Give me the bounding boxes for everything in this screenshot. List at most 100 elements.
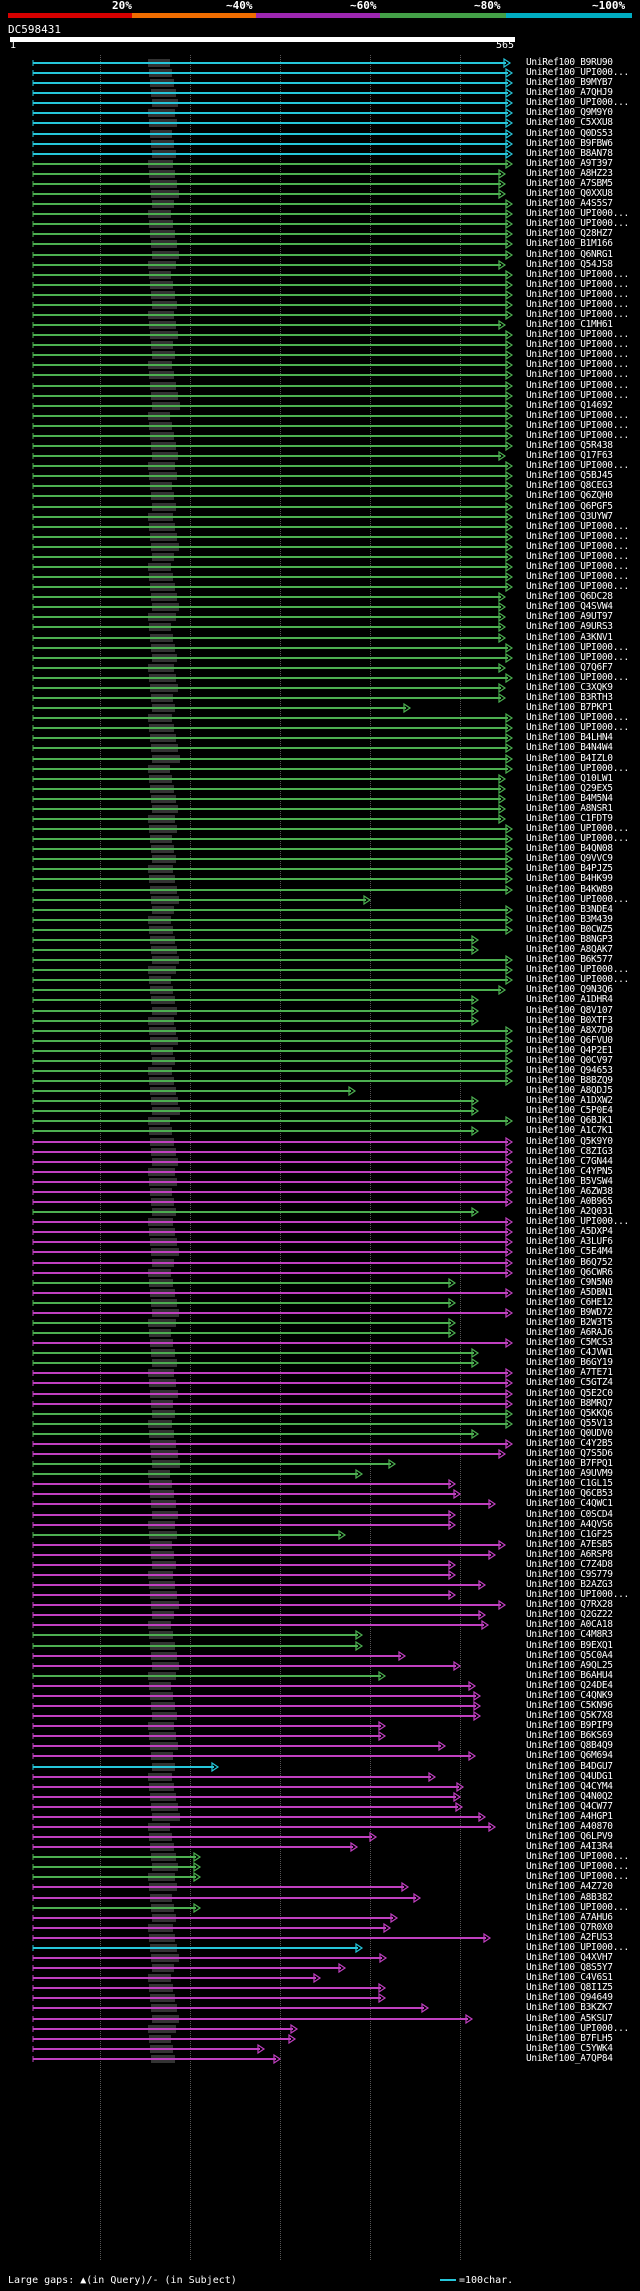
hit-name-link[interactable]: UniRef100_B3M439	[526, 914, 613, 925]
hit-name-link[interactable]: UniRef100_UPI000...	[526, 218, 629, 229]
hit-name-link[interactable]: UniRef100_A40870	[526, 1821, 613, 1832]
hit-name-link[interactable]: UniRef100_C4V6S1	[526, 1972, 613, 1983]
hit-name-link[interactable]: UniRef100_C5P0E4	[526, 1105, 613, 1116]
hit-name-link[interactable]: UniRef100_C1GF25	[526, 1529, 613, 1540]
hit-name-link[interactable]: UniRef100_UPI000...	[526, 410, 629, 421]
hit-name-link[interactable]: UniRef100_B9EXQ1	[526, 1640, 613, 1651]
hit-name-link[interactable]: UniRef100_UPI000...	[526, 531, 629, 542]
hit-name-link[interactable]: UniRef100_C3XQK9	[526, 682, 613, 693]
hit-name-link[interactable]: UniRef100_UPI000...	[526, 339, 629, 350]
hit-name-link[interactable]: UniRef100_Q8I1Z5	[526, 1982, 613, 1993]
hit-name-link[interactable]: UniRef100_Q6LPV9	[526, 1831, 613, 1842]
hit-name-link[interactable]: UniRef100_Q4N0Q2	[526, 1791, 613, 1802]
hit-name-link[interactable]: UniRef100_B9RU90	[526, 57, 613, 68]
hit-name-link[interactable]: UniRef100_Q6BJK1	[526, 1115, 613, 1126]
hit-name-link[interactable]: UniRef100_C4QWC1	[526, 1498, 613, 1509]
hit-name-link[interactable]: UniRef100_UPI000...	[526, 1942, 629, 1953]
hit-name-link[interactable]: UniRef100_Q6M694	[526, 1750, 613, 1761]
hit-name-link[interactable]: UniRef100_UPI000...	[526, 2023, 629, 2034]
hit-name-link[interactable]: UniRef100_Q5E2C0	[526, 1388, 613, 1399]
hit-name-link[interactable]: UniRef100_C4JVW1	[526, 1347, 613, 1358]
hit-name-link[interactable]: UniRef100_Q8S5Y7	[526, 1962, 613, 1973]
hit-name-link[interactable]: UniRef100_B4M5N4	[526, 793, 613, 804]
hit-name-link[interactable]: UniRef100_B9WD72	[526, 1307, 613, 1318]
hit-name-link[interactable]: UniRef100_B8BZQ9	[526, 1075, 613, 1086]
hit-name-link[interactable]: UniRef100_UPI000...	[526, 642, 629, 653]
hit-name-link[interactable]: UniRef100_B4DGU7	[526, 1761, 613, 1772]
hit-name-link[interactable]: UniRef100_A8B382	[526, 1892, 613, 1903]
hit-name-link[interactable]: UniRef100_UPI000...	[526, 521, 629, 532]
hit-name-link[interactable]: UniRef100_C4Y2B5	[526, 1438, 613, 1449]
hit-name-link[interactable]: UniRef100_A5KSU7	[526, 2013, 613, 2024]
hit-name-link[interactable]: UniRef100_Q4XVH7	[526, 1952, 613, 1963]
hit-name-link[interactable]: UniRef100_UPI000...	[526, 369, 629, 380]
hit-name-link[interactable]: UniRef100_A3KNV1	[526, 632, 613, 643]
hit-name-link[interactable]: UniRef100_Q6DC28	[526, 591, 613, 602]
hit-name-link[interactable]: UniRef100_B0XTF3	[526, 1015, 613, 1026]
hit-name-link[interactable]: UniRef100_C5XXU8	[526, 117, 613, 128]
hit-name-link[interactable]: UniRef100_A8NSR1	[526, 803, 613, 814]
hit-name-link[interactable]: UniRef100_C1FDT9	[526, 813, 613, 824]
hit-name-link[interactable]: UniRef100_B4PJZ5	[526, 863, 613, 874]
hit-name-link[interactable]: UniRef100_C5MCS3	[526, 1337, 613, 1348]
hit-name-link[interactable]: UniRef100_Q29EX5	[526, 783, 613, 794]
hit-name-link[interactable]: UniRef100_Q6PGF5	[526, 501, 613, 512]
hit-name-link[interactable]: UniRef100_B6KS69	[526, 1730, 613, 1741]
hit-name-link[interactable]: UniRef100_Q7RX28	[526, 1599, 613, 1610]
hit-name-link[interactable]: UniRef100_A8HZ23	[526, 168, 613, 179]
query-name[interactable]: DC598431	[8, 23, 61, 36]
hit-name-link[interactable]: UniRef100_B2AZG3	[526, 1579, 613, 1590]
hit-name-link[interactable]: UniRef100_UPI000...	[526, 964, 629, 975]
hit-name-link[interactable]: UniRef100_A1DHR4	[526, 994, 613, 1005]
hit-name-link[interactable]: UniRef100_C9N5N0	[526, 1277, 613, 1288]
hit-name-link[interactable]: UniRef100_Q5C0A4	[526, 1650, 613, 1661]
hit-name-link[interactable]: UniRef100_A2FUS3	[526, 1932, 613, 1943]
hit-name-link[interactable]: UniRef100_Q6NRG1	[526, 249, 613, 260]
hit-name-link[interactable]: UniRef100_A9QL25	[526, 1660, 613, 1671]
hit-name-link[interactable]: UniRef100_UPI000...	[526, 894, 629, 905]
hit-name-link[interactable]: UniRef100_B4IZL0	[526, 753, 613, 764]
hit-name-link[interactable]: UniRef100_Q4UDG1	[526, 1771, 613, 1782]
hit-name-link[interactable]: UniRef100_UPI000...	[526, 460, 629, 471]
hit-name-link[interactable]: UniRef100_A7TE71	[526, 1367, 613, 1378]
hit-name-link[interactable]: UniRef100_C5GTZ4	[526, 1377, 613, 1388]
hit-name-link[interactable]: UniRef100_UPI000...	[526, 672, 629, 683]
hit-name-link[interactable]: UniRef100_UPI000...	[526, 289, 629, 300]
hit-name-link[interactable]: UniRef100_UPI000...	[526, 309, 629, 320]
hit-name-link[interactable]: UniRef100_B4KW89	[526, 884, 613, 895]
hit-name-link[interactable]: UniRef100_C7GN44	[526, 1156, 613, 1167]
hit-name-link[interactable]: UniRef100_Q5KKQ6	[526, 1408, 613, 1419]
hit-name-link[interactable]: UniRef100_A8QAK7	[526, 944, 613, 955]
hit-name-link[interactable]: UniRef100_C5E4M4	[526, 1246, 613, 1257]
hit-name-link[interactable]: UniRef100_B2W3T5	[526, 1317, 613, 1328]
hit-name-link[interactable]: UniRef100_Q4CYM4	[526, 1781, 613, 1792]
hit-name-link[interactable]: UniRef100_A6RAJ6	[526, 1327, 613, 1338]
hit-name-link[interactable]: UniRef100_B6Q752	[526, 1257, 613, 1268]
hit-name-link[interactable]: UniRef100_UPI000...	[526, 349, 629, 360]
hit-name-link[interactable]: UniRef100_Q6FVU0	[526, 1035, 613, 1046]
hit-name-link[interactable]: UniRef100_UPI000...	[526, 763, 629, 774]
hit-name-link[interactable]: UniRef100_A8QDJ5	[526, 1085, 613, 1096]
hit-name-link[interactable]: UniRef100_B9PIP9	[526, 1720, 613, 1731]
hit-name-link[interactable]: UniRef100_Q6ZQH0	[526, 490, 613, 501]
hit-name-link[interactable]: UniRef100_UPI000...	[526, 581, 629, 592]
hit-name-link[interactable]: UniRef100_Q0CV97	[526, 1055, 613, 1066]
hit-name-link[interactable]: UniRef100_A6ZW38	[526, 1186, 613, 1197]
hit-name-link[interactable]: UniRef100_Q8V107	[526, 1005, 613, 1016]
hit-name-link[interactable]: UniRef100_A7QHJ9	[526, 87, 613, 98]
hit-name-link[interactable]: UniRef100_Q0DS53	[526, 128, 613, 139]
hit-name-link[interactable]: UniRef100_UPI000...	[526, 652, 629, 663]
hit-name-link[interactable]: UniRef100_C7Z4D8	[526, 1559, 613, 1570]
hit-name-link[interactable]: UniRef100_UPI000...	[526, 712, 629, 723]
hit-name-link[interactable]: UniRef100_UPI000...	[526, 380, 629, 391]
hit-name-link[interactable]: UniRef100_A9URS3	[526, 621, 613, 632]
hit-name-link[interactable]: UniRef100_B7FPQ1	[526, 1458, 613, 1469]
hit-name-link[interactable]: UniRef100_A5DBN1	[526, 1287, 613, 1298]
hit-name-link[interactable]: UniRef100_C4YPN5	[526, 1166, 613, 1177]
hit-name-link[interactable]: UniRef100_B0CWZ5	[526, 924, 613, 935]
hit-name-link[interactable]: UniRef100_Q28HZ7	[526, 228, 613, 239]
hit-name-link[interactable]: UniRef100_UPI000...	[526, 430, 629, 441]
hit-name-link[interactable]: UniRef100_B4N4W4	[526, 742, 613, 753]
hit-name-link[interactable]: UniRef100_A0CA18	[526, 1619, 613, 1630]
hit-name-link[interactable]: UniRef100_A4I3R4	[526, 1841, 613, 1852]
